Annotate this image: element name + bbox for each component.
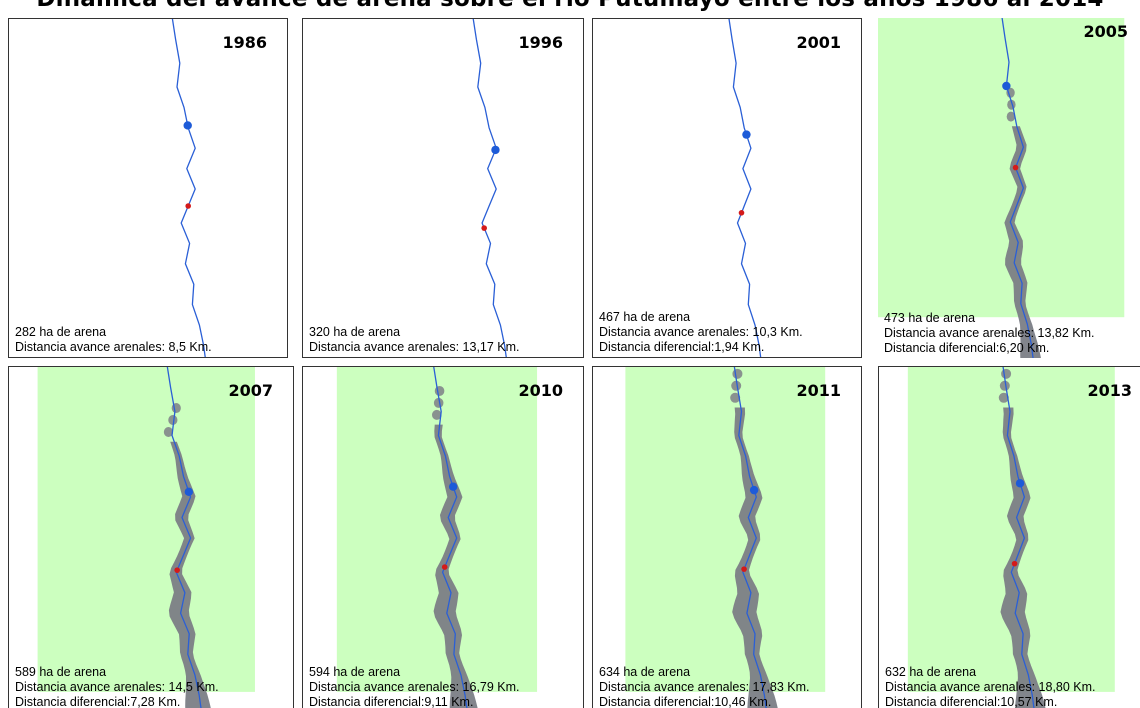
sand-area-shape xyxy=(1000,407,1046,708)
sand-area-text: 282 ha de arena xyxy=(15,325,107,339)
river-line xyxy=(166,367,202,708)
sand-island-shape xyxy=(1006,111,1016,122)
upper-reference-point xyxy=(183,121,192,130)
lower-reference-point xyxy=(741,566,747,572)
sand-island-shape xyxy=(163,426,174,437)
panel-stats: 282 ha de arena Distancia avance arenale… xyxy=(15,325,212,355)
differential-distance-text: Distancia diferencial:9,11 Km. xyxy=(309,695,474,708)
sand-island-shape xyxy=(732,368,743,379)
upper-reference-point xyxy=(742,130,751,139)
panel-year: 2011 xyxy=(796,381,841,400)
panel-stats: 632 ha de arena Distancia avance arenale… xyxy=(885,665,1096,708)
river-line xyxy=(733,367,767,708)
upper-reference-point xyxy=(491,145,500,155)
advance-distance-text: Distancia avance arenales: 18,80 Km. xyxy=(885,680,1096,694)
differential-distance-text: Distancia diferencial:6,20 Km. xyxy=(884,341,1050,355)
panel-stats: 320 ha de arena Distancia avance arenale… xyxy=(309,325,520,355)
sand-island-shape xyxy=(168,415,178,426)
differential-distance-text: Distancia diferencial:1,94 Km. xyxy=(599,340,765,354)
sand-island-shape xyxy=(998,392,1009,403)
sand-area-text: 589 ha de arena xyxy=(15,665,107,679)
sand-island-shape xyxy=(1006,87,1015,98)
advance-distance-text: Distancia avance arenales: 10,3 Km. xyxy=(599,325,803,339)
panel-stats: 473 ha de arena Distancia avance arenale… xyxy=(884,311,1095,356)
upper-reference-point xyxy=(749,485,759,495)
sand-island-shape xyxy=(434,385,445,396)
vegetation-coverage xyxy=(625,367,826,692)
river-line xyxy=(171,19,206,357)
sand-island-shape xyxy=(730,392,741,403)
upper-reference-point xyxy=(184,487,194,497)
differential-distance-text: Distancia diferencial:10,57 Km. xyxy=(885,695,1058,708)
sand-area-text: 473 ha de arena xyxy=(884,311,976,325)
vegetation-coverage xyxy=(878,18,1125,318)
advance-distance-text: Distancia avance arenales: 8,5 Km. xyxy=(15,340,212,354)
lower-reference-point xyxy=(441,564,448,570)
map-panel-2013: 2013 632 ha de arena Distancia avance ar… xyxy=(878,366,1140,708)
lower-reference-point xyxy=(174,567,180,573)
panel-year: 2001 xyxy=(796,33,841,52)
vegetation-coverage xyxy=(37,367,255,692)
lower-reference-point xyxy=(185,203,191,209)
panel-year: 1986 xyxy=(222,33,267,52)
panel-year: 1996 xyxy=(518,33,563,52)
upper-reference-point xyxy=(1002,81,1011,91)
sand-area-text: 467 ha de arena xyxy=(599,310,691,324)
upper-reference-point xyxy=(448,482,458,491)
sand-island-shape xyxy=(999,380,1010,391)
lower-reference-point xyxy=(1011,560,1018,567)
map-panel-2005: 2005 473 ha de arena Distancia avance ar… xyxy=(878,18,1140,358)
sand-area-shape xyxy=(1004,126,1041,358)
river-line xyxy=(728,19,762,357)
panel-stats: 634 ha de arena Distancia avance arenale… xyxy=(599,665,810,708)
panel-stats: 594 ha de arena Distancia avance arenale… xyxy=(309,665,520,708)
lower-reference-point xyxy=(738,210,745,216)
river-map xyxy=(336,367,538,708)
sand-island-shape xyxy=(433,397,444,408)
upper-reference-point xyxy=(1015,479,1025,488)
river-map xyxy=(37,367,255,708)
advance-distance-text: Distancia avance arenales: 13,17 Km. xyxy=(309,340,520,354)
figure-title: Dinámica del avance de arena sobre el rí… xyxy=(0,0,1140,16)
map-panel-2011: 2011 634 ha de arena Distancia avance ar… xyxy=(592,366,862,708)
river-map xyxy=(625,367,826,708)
river-map xyxy=(907,367,1115,708)
sand-area-text: 320 ha de arena xyxy=(309,325,401,339)
river-map xyxy=(472,19,507,357)
advance-distance-text: Distancia avance arenales: 16,79 Km. xyxy=(309,680,520,694)
river-map xyxy=(728,19,762,357)
lower-reference-point xyxy=(481,225,487,231)
panel-stats: 589 ha de arena Distancia avance arenale… xyxy=(15,665,219,708)
map-panel-2001: 2001 467 ha de arena Distancia avance ar… xyxy=(592,18,862,358)
map-panel-1996: 1996 320 ha de arena Distancia avance ar… xyxy=(302,18,584,358)
panel-year: 2005 xyxy=(1083,22,1128,41)
panel-year: 2013 xyxy=(1087,381,1132,400)
lower-reference-point xyxy=(1012,164,1019,171)
differential-distance-text: Distancia diferencial:7,28 Km. xyxy=(15,695,181,708)
differential-distance-text: Distancia diferencial:10,46 Km. xyxy=(599,695,772,708)
map-panel-2007: 2007 589 ha de arena Distancia avance ar… xyxy=(8,366,294,708)
sand-area-text: 594 ha de arena xyxy=(309,665,401,679)
sand-island-shape xyxy=(1001,368,1012,379)
sand-area-shape xyxy=(732,407,778,708)
advance-distance-text: Distancia avance arenales: 13,82 Km. xyxy=(884,326,1095,340)
sand-area-shape xyxy=(168,441,211,708)
panel-year: 2007 xyxy=(228,381,273,400)
sand-area-text: 634 ha de arena xyxy=(599,665,691,679)
advance-distance-text: Distancia avance arenales: 14,5 Km. xyxy=(15,680,219,694)
river-map xyxy=(171,19,206,357)
panel-year: 2010 xyxy=(518,381,563,400)
river-line xyxy=(1002,367,1035,708)
map-panel-2010: 2010 594 ha de arena Distancia avance ar… xyxy=(302,366,584,708)
sand-area-text: 632 ha de arena xyxy=(885,665,977,679)
sand-island-shape xyxy=(431,409,442,420)
advance-distance-text: Distancia avance arenales: 17,83 Km. xyxy=(599,680,810,694)
river-line xyxy=(472,19,507,357)
vegetation-coverage xyxy=(336,367,538,692)
river-map xyxy=(878,18,1125,358)
river-line xyxy=(433,367,468,708)
panel-stats: 467 ha de arena Distancia avance arenale… xyxy=(599,310,803,355)
sand-island-shape xyxy=(731,380,742,391)
map-panel-1986: 1986 282 ha de arena Distancia avance ar… xyxy=(8,18,288,358)
